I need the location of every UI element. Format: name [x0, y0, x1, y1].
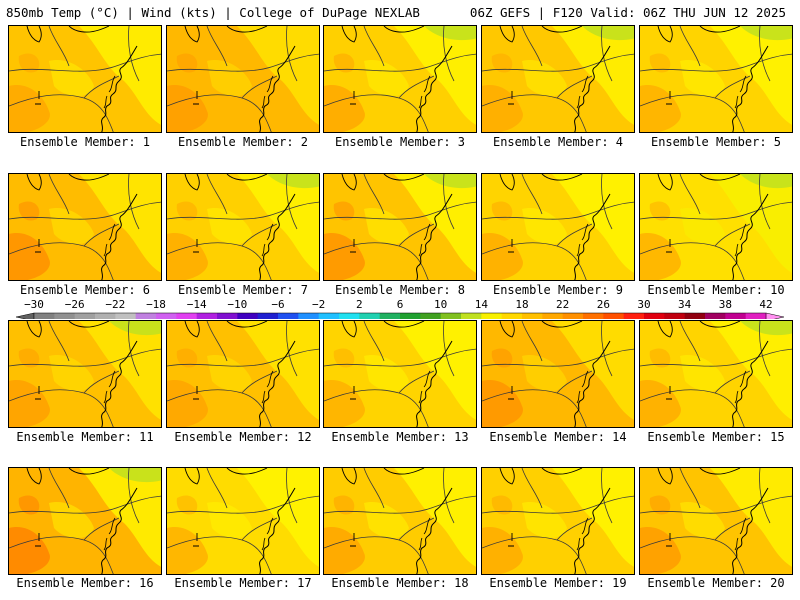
colorbar-bin [135, 313, 157, 319]
ensemble-map-panel [639, 173, 793, 281]
ensemble-map-panel [8, 467, 162, 575]
ensemble-member-label: Ensemble Member: 20 [647, 576, 785, 590]
colorbar-bin [359, 313, 381, 319]
colorbar-tick-label: −18 [146, 298, 166, 311]
colorbar-bin [95, 313, 116, 319]
ensemble-member-label: Ensemble Member: 5 [650, 135, 782, 149]
ensemble-member-label: Ensemble Member: 9 [492, 283, 624, 297]
colorbar-bin [217, 313, 238, 319]
colorbar-tick-label: 2 [356, 298, 363, 311]
ensemble-map-panel [481, 467, 635, 575]
colorbar-bin [74, 313, 96, 319]
colorbar-bin [339, 313, 360, 319]
colorbar-tick-label: 38 [719, 298, 732, 311]
colorbar-tick-label: 22 [556, 298, 569, 311]
colorbar-bin [644, 313, 665, 319]
colorbar-bin [623, 313, 645, 319]
ensemble-map-panel [8, 173, 162, 281]
ensemble-member-label: Ensemble Member: 8 [334, 283, 466, 297]
colorbar-bin [420, 313, 442, 319]
ensemble-map-panel [323, 25, 477, 133]
ensemble-map-panel [166, 320, 320, 428]
colorbar-bin [501, 313, 523, 319]
colorbar-tick-label: −26 [65, 298, 85, 311]
ensemble-member-label: Ensemble Member: 15 [647, 430, 785, 444]
colorbar-tick-label: −30 [24, 298, 44, 311]
colorbar-tick-label: −6 [271, 298, 284, 311]
colorbar-tick-label: −10 [227, 298, 247, 311]
map-title-left: 850mb Temp (°C) | Wind (kts) | College o… [6, 5, 420, 20]
ensemble-map-panel [481, 173, 635, 281]
colorbar-bin [705, 313, 726, 319]
colorbar-tick-label: 26 [597, 298, 610, 311]
colorbar-tick-label: 42 [759, 298, 772, 311]
colorbar-bin [257, 313, 279, 319]
ensemble-member-label: Ensemble Member: 17 [174, 576, 312, 590]
colorbar-bin [684, 313, 706, 319]
colorbar-tick-label: 10 [434, 298, 447, 311]
ensemble-map-panel [8, 25, 162, 133]
temperature-colorbar: −30 −26 −22 −18 −14 −10 −6 −2 2 6 10 14 18 22 26 30 34 38… [15, 298, 785, 319]
ensemble-member-label: Ensemble Member: 13 [331, 430, 469, 444]
ensemble-member-label: Ensemble Member: 1 [19, 135, 151, 149]
colorbar-tick-label: 6 [397, 298, 404, 311]
ensemble-member-label: Ensemble Member: 14 [489, 430, 627, 444]
map-title-right: 06Z GEFS | F120 Valid: 06Z THU JUN 12 20… [469, 5, 786, 20]
colorbar-bin [481, 313, 503, 319]
ensemble-map-panel [166, 25, 320, 133]
ensemble-member-label: Ensemble Member: 19 [489, 576, 627, 590]
ensemble-member-label: Ensemble Member: 7 [177, 283, 309, 297]
colorbar-bin [379, 313, 401, 319]
colorbar-bin [603, 313, 625, 319]
colorbar-tick-label: 34 [678, 298, 692, 311]
colorbar-tick-label: −22 [105, 298, 125, 311]
ensemble-map-panel [639, 25, 793, 133]
ensemble-map-panel [8, 320, 162, 428]
colorbar-bin [196, 313, 218, 319]
colorbar-bin [542, 313, 564, 319]
colorbar-bin [400, 313, 421, 319]
ensemble-member-label: Ensemble Member: 16 [16, 576, 154, 590]
ensemble-map-panel [323, 173, 477, 281]
colorbar-tick-label: 18 [515, 298, 528, 311]
ensemble-member-label: Ensemble Member: 2 [177, 135, 309, 149]
colorbar-tick-label: −14 [187, 298, 207, 311]
colorbar-bin [54, 313, 76, 319]
colorbar-bin [34, 313, 55, 319]
colorbar-tick-label: −2 [312, 298, 325, 311]
ensemble-member-label: Ensemble Member: 12 [174, 430, 312, 444]
colorbar-bin [664, 313, 686, 319]
colorbar-bin [562, 313, 584, 319]
ensemble-map-panel [481, 320, 635, 428]
ensemble-map-panel [166, 173, 320, 281]
colorbar-bin [725, 313, 747, 319]
ensemble-map-panel [481, 25, 635, 133]
colorbar-bin [298, 313, 320, 319]
colorbar-bin [156, 313, 177, 319]
ensemble-member-label: Ensemble Member: 10 [647, 283, 785, 297]
ensemble-map-panel [639, 467, 793, 575]
colorbar-bin [278, 313, 299, 319]
ensemble-map-panel [639, 320, 793, 428]
ensemble-member-label: Ensemble Member: 11 [16, 430, 154, 444]
colorbar-bin [237, 313, 259, 319]
colorbar-bin [461, 313, 482, 319]
colorbar-bin [318, 313, 340, 319]
colorbar-bin [522, 313, 543, 319]
ensemble-map-panel [323, 467, 477, 575]
ensemble-map-panel [323, 320, 477, 428]
ensemble-member-label: Ensemble Member: 3 [334, 135, 466, 149]
colorbar-tick-label: 30 [637, 298, 650, 311]
ensemble-member-label: Ensemble Member: 6 [19, 283, 151, 297]
colorbar-bin [176, 313, 198, 319]
colorbar-bin [115, 313, 137, 319]
colorbar-bin [583, 313, 604, 319]
ensemble-member-label: Ensemble Member: 18 [331, 576, 469, 590]
ensemble-member-label: Ensemble Member: 4 [492, 135, 624, 149]
colorbar-tick-label: 14 [475, 298, 489, 311]
colorbar-bin [440, 313, 462, 319]
ensemble-map-panel [166, 467, 320, 575]
colorbar-bin [745, 313, 767, 319]
